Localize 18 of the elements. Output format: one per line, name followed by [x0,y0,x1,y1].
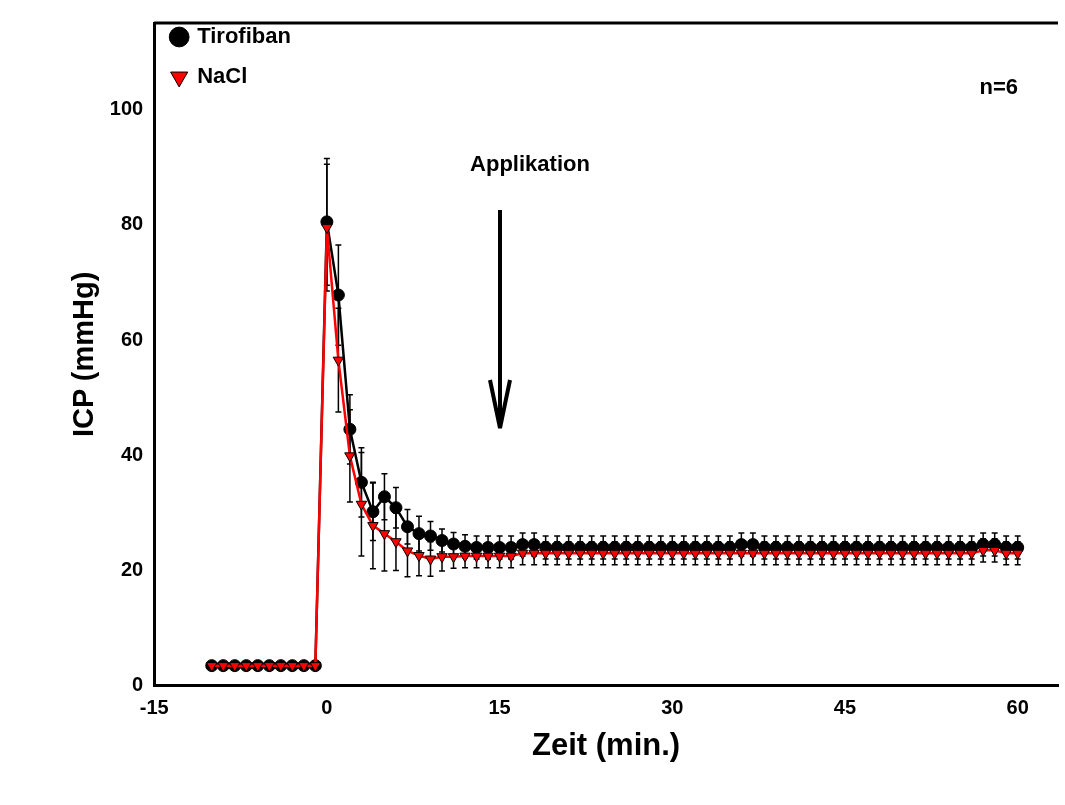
y-tick-label: 40 [120,442,144,465]
y-tick-label: 80 [120,212,144,235]
x-tick-label: 0 [321,696,333,719]
x-tick-label: -15 [139,696,169,719]
x-tick-label: 45 [833,696,857,719]
annotation: n=6 [979,74,1018,100]
x-tick-label: 15 [488,696,511,719]
y-tick-label: 0 [132,673,144,696]
legend-label: Tirofiban [197,23,291,49]
y-axis-title: ICP (mmHg) [67,271,100,438]
x-tick-label: 60 [1006,696,1029,719]
legend-label: NaCl [197,63,248,89]
y-tick-label: 100 [109,96,144,119]
x-tick-label: 30 [661,696,684,719]
y-tick-label: 60 [120,327,144,350]
y-tick-label: 20 [120,558,144,581]
x-axis-title: Zeit (min.) [532,726,681,762]
annotation: Applikation [470,151,590,177]
